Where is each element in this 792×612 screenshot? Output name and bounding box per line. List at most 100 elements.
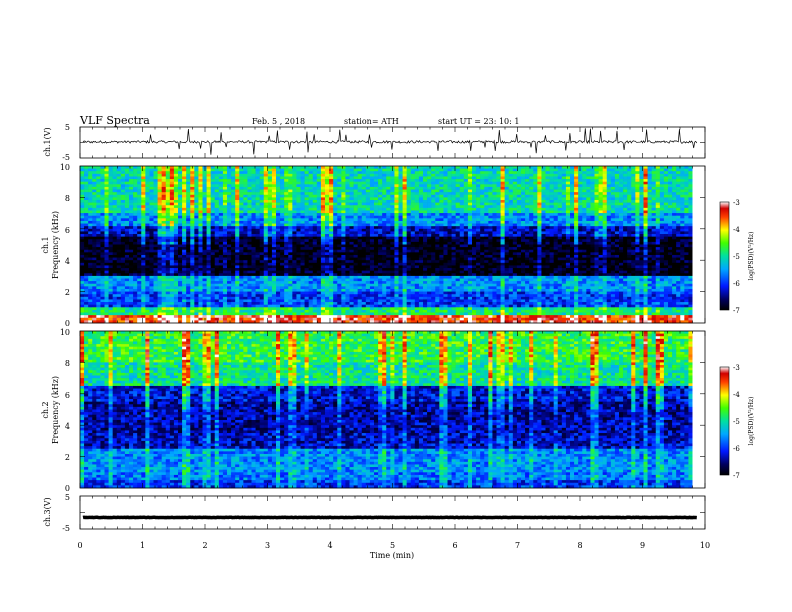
spectrogram-cell [390,236,395,240]
spectrogram-cell [386,215,391,219]
spectrogram-cell [561,239,567,243]
spectrogram-cell [447,215,452,219]
spectrogram-cell [378,239,383,243]
spectrogram-cell [680,194,685,198]
spectrogram-cell [521,192,526,196]
spectrogram-cell [198,192,203,196]
spectrogram-cell [365,249,371,253]
spectrogram-cell [447,202,452,206]
spectrogram-cell [480,168,485,172]
spectrogram-cell [529,189,534,193]
spectrogram-cell [374,239,379,243]
spectrogram-cell [222,168,228,172]
spectrogram-cell [104,207,109,211]
spectrogram-cell [353,247,358,251]
spectrogram-cell [218,179,224,182]
spectrogram-cell [639,236,644,240]
spectrogram-cell [198,213,203,217]
spectrogram-cell [116,189,122,193]
spectrogram-cell [406,210,412,214]
spectrogram-cell [663,236,669,240]
spectrogram-cell [651,215,657,219]
spectrogram-cell [161,189,167,193]
spectrogram-cell [345,179,350,182]
spectrogram-cell [235,210,240,214]
start-ut-label: start UT = 23: 10: 1 [438,117,519,126]
spectrogram-cell [235,207,240,211]
spectrogram-cell [610,173,616,177]
spectrogram-cell [145,179,150,182]
spectrogram-cell [414,223,420,227]
spectrogram-cell [418,168,424,172]
spectrogram-cell [231,247,236,251]
spectrogram-cell [141,207,146,211]
spectrogram-cell [149,181,154,185]
spectrogram-cell [431,239,436,243]
spectrogram-cell [124,197,130,201]
spectrogram-cell [582,234,587,237]
spectrogram-cell [594,226,599,230]
spectrogram-cell [492,244,497,248]
spectrogram-cell [594,236,599,240]
spectrogram-cell [427,194,432,198]
spectrogram-cell [492,223,497,227]
spectrogram-cell [500,223,505,227]
spectrogram-cell [210,213,216,217]
spectrogram-cell [178,207,183,211]
spectrogram-cell [92,202,97,206]
spectrogram-cell [488,202,493,206]
spectrogram-cell [292,244,297,248]
spectrogram-cell [668,218,673,222]
spectrogram-cell [382,173,387,177]
spectrogram-cell [112,181,118,185]
spectrogram-cell [227,247,232,251]
spectrogram-cell [467,189,473,193]
spectrogram-cell [345,247,350,251]
spectrogram-cell [459,171,465,175]
spectrogram-cell [610,194,616,198]
spectrogram-cell [610,213,616,217]
spectrogram-cell [565,189,571,193]
spectrogram-cell [276,200,281,203]
spectrogram-cell [504,210,510,214]
spectrogram-cell [255,247,260,251]
spectrogram-cell [182,197,187,201]
spectrogram-cell [284,231,289,235]
spectrogram-cell [561,213,567,217]
spectrogram-cell [578,207,583,211]
spectrogram-cell [316,231,322,235]
spectrogram-cell [386,241,391,245]
spectrogram-cell [357,215,363,219]
spectrogram-cell [276,226,281,230]
spectrogram-cell [137,176,142,180]
spectrogram-cell [504,179,510,182]
spectrogram-cell [263,176,269,180]
spectrogram-cell [582,173,587,177]
spectrogram-cell [598,176,603,180]
spectrogram-cell [521,166,526,169]
spectrogram-cell [684,231,689,235]
spectrogram-cell [582,223,587,227]
spectrogram-cell [378,213,383,217]
spectrogram-cell [480,181,485,185]
spectrogram-cell [288,249,293,253]
spectrogram-cell [263,231,269,235]
spectrogram-cell [337,168,342,172]
spectrogram-cell [427,247,432,251]
spectrogram-cell [476,244,481,248]
spectrogram-cell [410,220,416,224]
spectrogram-cell [218,166,224,169]
spectrogram-cell [267,226,273,230]
spectrogram-cell [602,236,608,240]
spectrogram-cell [80,249,85,253]
spectrogram-cell [259,223,265,227]
spectrogram-cell [251,186,256,190]
spectrogram-cell [80,200,85,203]
spectrogram-cell [149,236,154,240]
spectrogram-cell [521,231,526,235]
spectrogram-cell [447,236,452,240]
spectrogram-cell [480,228,485,232]
spectrogram-cell [280,197,285,201]
spectrogram-cell [406,223,412,227]
spectrogram-cell [198,173,203,177]
